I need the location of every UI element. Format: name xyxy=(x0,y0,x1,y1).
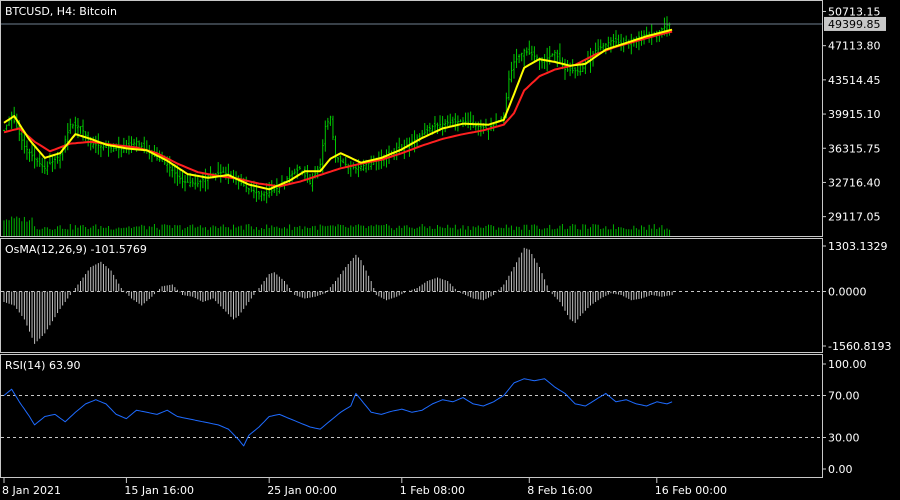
bid-price-label: 49399.85 xyxy=(828,18,881,31)
osma-histogram xyxy=(3,247,673,344)
price-candles xyxy=(3,16,671,204)
price-tick-label: 29117.05 xyxy=(828,211,881,224)
rsi-pane-frame xyxy=(0,354,823,478)
osma-pane-frame xyxy=(0,238,823,353)
price-tick-label: 36315.75 xyxy=(828,142,881,155)
time-tick-label: 8 Feb 16:00 xyxy=(527,484,592,497)
main-pane-frame xyxy=(0,0,823,237)
rsi-tick-label: 100.00 xyxy=(828,358,867,371)
price-tick-label: 39915.10 xyxy=(828,108,881,121)
price-tick-label: 50713.15 xyxy=(828,5,881,18)
rsi-polyline xyxy=(3,378,673,447)
time-tick-label: 15 Jan 16:00 xyxy=(124,484,194,497)
ma-slow-polyline xyxy=(3,30,673,188)
bid-line: 49399.85 xyxy=(1,16,886,31)
ma-fast-line xyxy=(3,28,673,191)
time-tick-label: 8 Jan 2021 xyxy=(2,484,61,497)
ma-slow-line xyxy=(3,30,673,188)
osma-tick-label: 1303.1329 xyxy=(828,240,888,253)
time-tick-label: 25 Jan 00:00 xyxy=(267,484,337,497)
ma-fast-polyline xyxy=(3,28,673,191)
rsi-title: RSI(14) 63.90 xyxy=(5,359,80,372)
price-tick-label: 47113.80 xyxy=(828,40,881,53)
price-tick-label: 43514.45 xyxy=(828,74,881,87)
osma-tick-label: -1560.8193 xyxy=(828,340,891,353)
main-title: BTCUSD, H4: Bitcoin xyxy=(5,5,117,18)
osma-tick-label: 0.0000 xyxy=(828,286,867,299)
time-tick-label: 16 Feb 00:00 xyxy=(655,484,727,497)
time-axis: 8 Jan 2021 15 Jan 16:00 25 Jan 00:00 1 Feb … xyxy=(2,478,727,497)
rsi-tick-label: 70.00 xyxy=(828,390,860,403)
time-tick-label: 1 Feb 08:00 xyxy=(400,484,465,497)
rsi-tick-label: 0.00 xyxy=(828,463,853,476)
rsi-axis: 100.00 70.00 30.00 0.00 xyxy=(822,358,867,476)
rsi-tick-label: 30.00 xyxy=(828,432,860,445)
rsi-line xyxy=(3,378,673,447)
osma-title: OsMA(12,26,9) -101.5769 xyxy=(5,243,147,256)
bid-price-tag xyxy=(824,16,886,31)
volume-bars xyxy=(3,216,671,236)
rsi-levels xyxy=(1,395,822,438)
osma-axis: 1303.1329 0.0000 -1560.8193 xyxy=(822,240,891,353)
price-axis: 50713.15 47113.80 43514.45 39915.10 36315.75… xyxy=(822,5,881,224)
price-tick-label: 32716.40 xyxy=(828,176,881,189)
